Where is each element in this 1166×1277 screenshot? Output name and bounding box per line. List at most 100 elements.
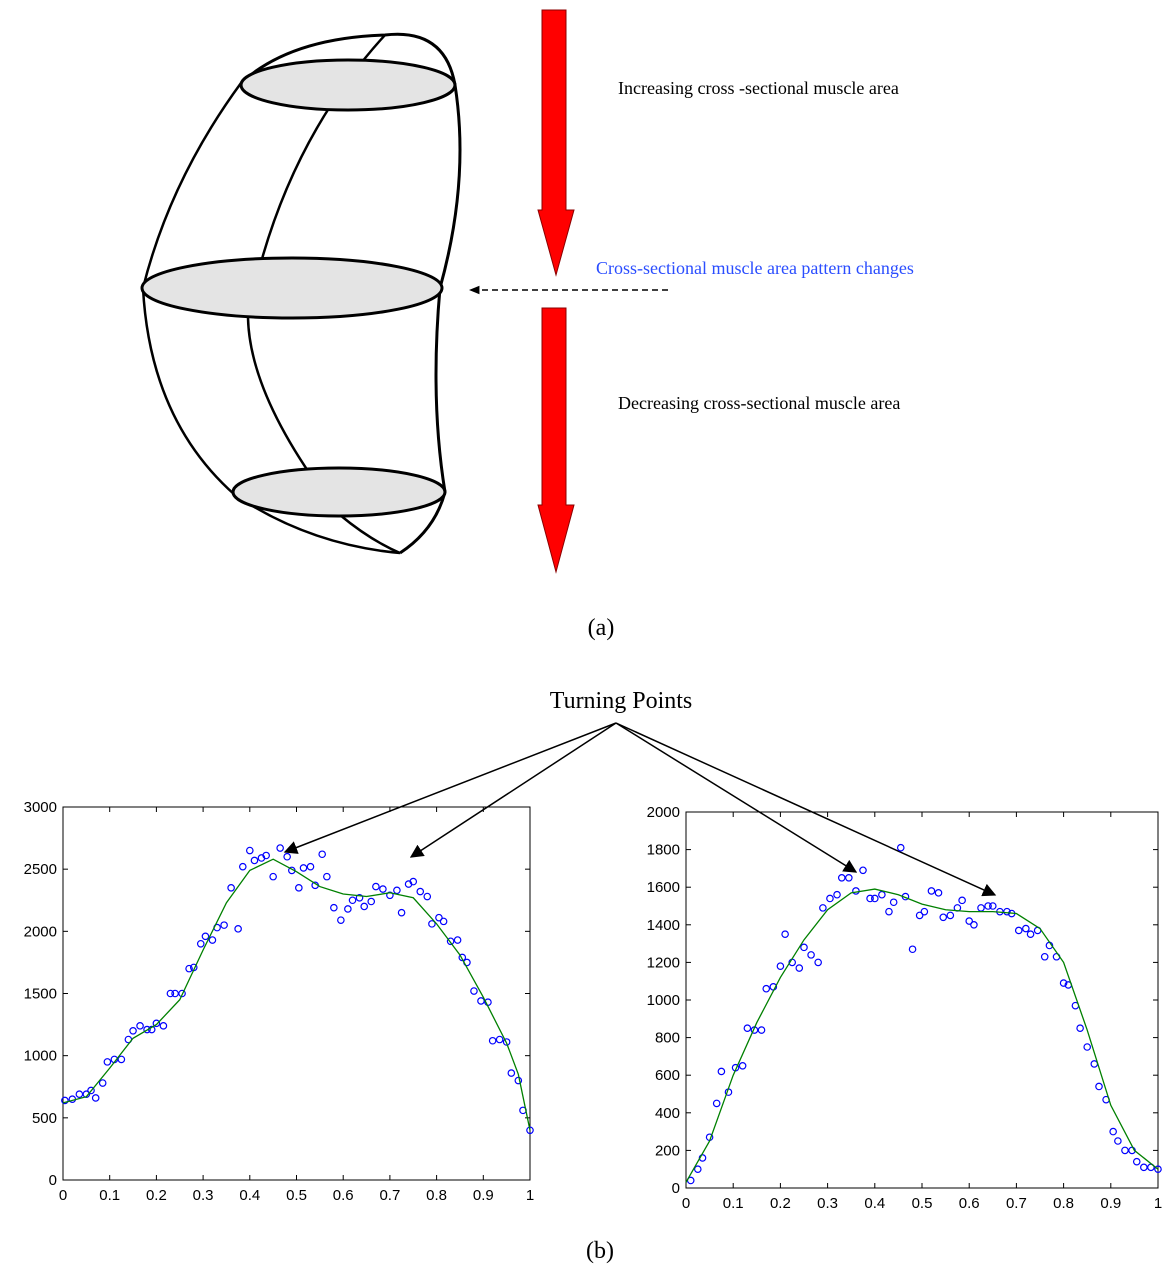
x-tick-label: 0.8 xyxy=(426,1187,447,1204)
y-tick-label: 1500 xyxy=(24,986,57,1003)
data-point xyxy=(393,886,401,895)
data-point xyxy=(152,1019,161,1028)
data-point xyxy=(1109,1127,1117,1136)
muscle-outline xyxy=(141,82,401,555)
data-point xyxy=(87,1086,95,1095)
muscle-diagram xyxy=(140,32,462,555)
data-point xyxy=(91,1094,100,1102)
y-tick-label: 600 xyxy=(655,1067,680,1084)
plot-frame xyxy=(685,811,1159,1189)
red-arrow xyxy=(537,9,575,277)
pointer-arrow xyxy=(283,722,617,854)
data-point xyxy=(318,850,326,859)
data-point xyxy=(330,903,338,912)
data-point xyxy=(507,1069,516,1077)
y-tick-label: 200 xyxy=(655,1142,680,1159)
data-point xyxy=(337,916,345,924)
x-tick-label: 0.6 xyxy=(959,1195,980,1212)
y-tick-label: 1200 xyxy=(647,954,680,971)
data-point xyxy=(416,887,425,896)
x-tick-label: 1 xyxy=(526,1187,534,1204)
data-point xyxy=(75,1090,84,1099)
data-point xyxy=(276,844,284,852)
y-tick-label: 3000 xyxy=(24,799,57,816)
data-point xyxy=(920,907,929,916)
data-point xyxy=(355,893,364,902)
data-point xyxy=(201,932,210,941)
red-arrow xyxy=(537,307,575,574)
data-point xyxy=(814,958,822,967)
y-tick-label: 1400 xyxy=(647,917,680,934)
data-point xyxy=(819,904,827,912)
y-tick-label: 1600 xyxy=(647,879,680,896)
data-point xyxy=(984,902,992,910)
data-point xyxy=(299,864,308,872)
data-point xyxy=(970,920,978,929)
data-point xyxy=(837,873,846,882)
data-point xyxy=(439,917,448,926)
fit-line xyxy=(685,888,1159,1183)
data-point xyxy=(367,897,376,906)
y-tick-label: 800 xyxy=(655,1030,680,1047)
data-point xyxy=(136,1022,144,1030)
data-point xyxy=(196,939,205,948)
data-point xyxy=(717,1067,726,1076)
data-point xyxy=(1040,952,1049,961)
x-tick-label: 0.2 xyxy=(770,1195,791,1212)
data-point xyxy=(845,873,853,882)
data-point xyxy=(927,887,936,895)
data-point xyxy=(738,1062,747,1070)
x-tick-label: 0 xyxy=(682,1195,690,1212)
data-point xyxy=(965,917,974,925)
annotation: Turning Points xyxy=(550,688,693,714)
data-point xyxy=(185,964,193,973)
plot-frame xyxy=(62,806,531,1181)
data-point xyxy=(423,892,432,901)
x-tick-label: 0.5 xyxy=(912,1195,933,1212)
x-tick-label: 0.3 xyxy=(817,1195,838,1212)
data-point xyxy=(934,889,943,897)
data-point xyxy=(348,896,357,905)
y-tick-label: 0 xyxy=(49,1172,57,1189)
data-point xyxy=(1154,1165,1162,1174)
data-point xyxy=(262,851,270,860)
data-point xyxy=(693,1165,702,1174)
data-point xyxy=(143,1025,151,1034)
caption: (a) xyxy=(588,615,615,641)
data-point xyxy=(870,894,879,903)
data-point xyxy=(386,891,394,900)
x-tick-label: 0 xyxy=(59,1187,67,1204)
data-point xyxy=(1059,979,1068,987)
data-point xyxy=(1026,930,1035,939)
data-point xyxy=(306,862,315,871)
y-tick-label: 1800 xyxy=(647,842,680,859)
pointer-arrow xyxy=(615,722,858,873)
data-point xyxy=(866,894,874,903)
x-tick-label: 0.7 xyxy=(379,1187,400,1204)
data-point xyxy=(1132,1157,1141,1166)
x-tick-label: 0.9 xyxy=(473,1187,494,1204)
data-point xyxy=(61,1096,69,1105)
data-point xyxy=(1003,907,1011,916)
diagram-label: Increasing cross -sectional muscle area xyxy=(618,78,899,98)
data-point xyxy=(852,887,860,895)
data-point xyxy=(178,989,186,998)
data-point xyxy=(776,962,785,970)
data-point xyxy=(360,902,369,911)
data-point xyxy=(103,1058,112,1066)
scatter-chart: 0 200 400 600 800 1000 1200 1400 1600 1800 2000 0 0.… xyxy=(647,804,1163,1212)
data-point xyxy=(896,843,905,852)
data-point xyxy=(502,1038,511,1046)
cross-section xyxy=(239,58,457,112)
data-point xyxy=(428,920,436,928)
diagram-label: Cross-sectional muscle area pattern chan… xyxy=(596,258,914,278)
data-point xyxy=(1014,926,1023,935)
data-point xyxy=(1121,1146,1129,1155)
y-tick-label: 1000 xyxy=(24,1048,57,1065)
data-point xyxy=(453,936,462,944)
data-point xyxy=(372,882,380,891)
x-tick-label: 1 xyxy=(1154,1195,1162,1212)
data-point xyxy=(477,997,485,1005)
x-tick-label: 0.4 xyxy=(239,1187,260,1204)
